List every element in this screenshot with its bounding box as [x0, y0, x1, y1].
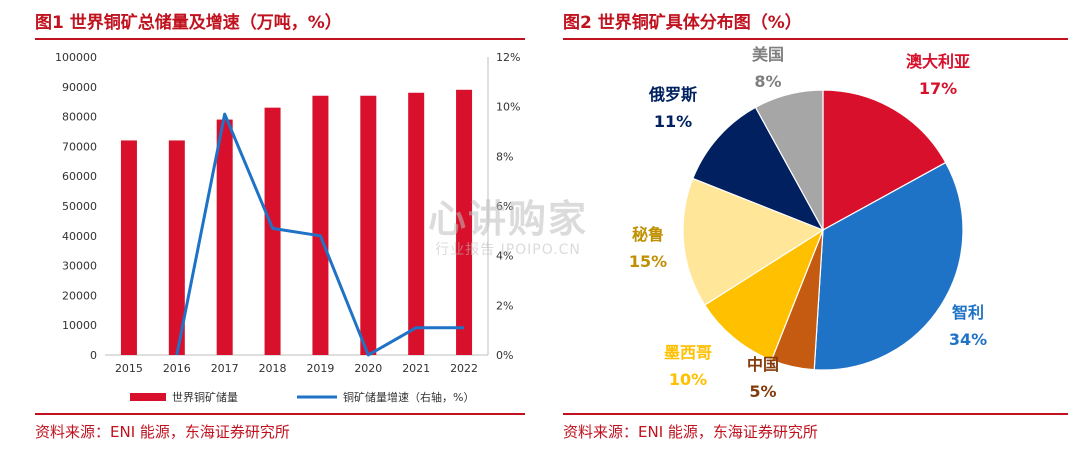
right-source-note: 资料来源：ENI 能源，东海证券研究所 [563, 423, 818, 441]
x-axis-tick-label: 2021 [402, 362, 430, 375]
left-axis-tick-label: 0 [90, 349, 97, 362]
right-axis-tick-label: 8% [496, 150, 513, 163]
pie-label-name: 中国 [747, 355, 779, 374]
pie-label-value: 10% [669, 370, 707, 389]
x-axis-tick-label: 2018 [259, 362, 287, 375]
pie-label-name: 俄罗斯 [648, 85, 697, 104]
bar-2020 [360, 95, 377, 356]
pie-label-value: 11% [654, 112, 692, 131]
pie-label-value: 17% [919, 79, 957, 98]
bar-2017 [216, 119, 233, 355]
left-axis-tick-label: 90000 [62, 81, 97, 94]
x-axis-tick-label: 2015 [115, 362, 143, 375]
right-axis-tick-label: 4% [496, 250, 513, 263]
left-source-note: 资料来源：ENI 能源，东海证券研究所 [35, 423, 290, 441]
pie-label-name: 智利 [952, 303, 984, 322]
bar-2022 [456, 89, 473, 355]
x-axis-tick-label: 2019 [306, 362, 334, 375]
x-axis-tick-label: 2020 [354, 362, 382, 375]
pie-chart: 澳大利亚 17% 智利 34% 中国 5% 墨西哥 10% 秘鲁 15% 俄罗斯 11% 美国 8% [629, 45, 987, 401]
right-axis-tick-label: 12% [496, 51, 520, 64]
pie-slice-2 [813, 161, 964, 371]
bar-2019 [312, 95, 329, 356]
left-axis-tick-label: 100000 [55, 51, 97, 64]
left-axis-tick-label: 20000 [62, 289, 97, 302]
right-axis-tick-label: 10% [496, 101, 520, 114]
legend-bar-swatch [130, 393, 166, 401]
left-axis-tick-label: 10000 [62, 319, 97, 332]
left-axis-tick-label: 70000 [62, 140, 97, 153]
left-axis-tick-label: 60000 [62, 170, 97, 183]
pie-label-value: 8% [754, 72, 781, 91]
pie-slice-5 [682, 177, 825, 306]
right-axis-tick-label: 6% [496, 200, 513, 213]
left-axis-tick-label: 30000 [62, 260, 97, 273]
x-axis-tick-label: 2016 [163, 362, 191, 375]
left-axis-tick-label: 40000 [62, 230, 97, 243]
growth-rate-line [175, 112, 465, 357]
pie-slice-4 [703, 228, 825, 361]
bar-2021 [408, 92, 425, 355]
pie-label-name: 墨西哥 [664, 343, 712, 362]
left-title-rule [35, 38, 525, 40]
left-source-rule [35, 413, 525, 415]
pie-label-value: 34% [949, 330, 987, 349]
right-title-rule [563, 38, 1068, 40]
pie-slice-6 [692, 106, 825, 232]
left-axis-tick-label: 50000 [62, 200, 97, 213]
legend-bar-label: 世界铜矿储量 [172, 390, 238, 404]
bar-2015 [120, 140, 137, 355]
bar-2018 [264, 107, 281, 355]
pie-label-name: 澳大利亚 [906, 52, 970, 71]
pie-label-value: 5% [749, 382, 776, 401]
pie-slice-7 [754, 89, 824, 231]
bar-2016 [168, 140, 185, 355]
pie-label-value: 15% [629, 252, 667, 271]
x-axis-tick-label: 2022 [450, 362, 478, 375]
x-axis-tick-label: 2017 [211, 362, 239, 375]
left-axis-tick-label: 80000 [62, 111, 97, 124]
left-chart-title: 图1 世界铜矿总储量及增速（万吨，%） [35, 13, 342, 33]
right-source-rule [563, 413, 1068, 415]
right-axis-tick-label: 0% [496, 349, 513, 362]
bar-line-chart: 0 10000 20000 30000 40000 50000 60000 70000 8000… [55, 51, 520, 404]
right-chart-title: 图2 世界铜矿具体分布图（%） [563, 13, 802, 33]
pie-label-name: 美国 [752, 45, 784, 64]
pie-slice-1 [822, 89, 947, 232]
legend-line-label: 铜矿储量增速（右轴，%） [343, 390, 474, 404]
pie-label-name: 秘鲁 [632, 225, 664, 244]
right-axis-tick-label: 2% [496, 299, 513, 312]
